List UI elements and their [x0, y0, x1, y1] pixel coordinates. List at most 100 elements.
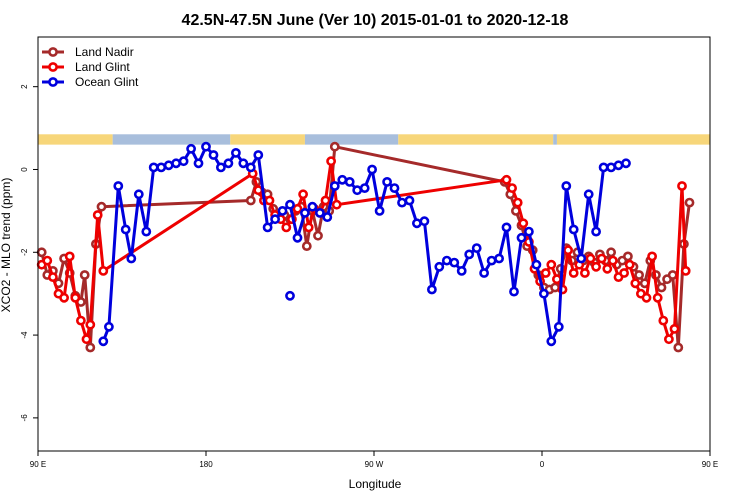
series-2-point-56	[516, 232, 527, 243]
series-2-point-49	[464, 249, 475, 260]
series-1-point-50	[624, 259, 635, 270]
series-1-point-49	[619, 268, 629, 278]
series-2-point-3	[120, 224, 131, 235]
series-2-point-54	[501, 222, 512, 233]
series-0-point-22	[301, 241, 312, 251]
series-0-point-11	[96, 201, 107, 212]
series-1-point-36	[546, 259, 557, 270]
series-2-point-43	[419, 216, 430, 227]
series-2-point-26	[292, 232, 303, 243]
series-2-point-46	[441, 255, 452, 266]
series-layer	[36, 141, 695, 353]
series-2-point-4	[126, 253, 137, 264]
series-1-point-26	[326, 156, 336, 167]
series-1-point-54	[647, 251, 657, 262]
series-1-point-58	[669, 323, 680, 334]
series-2-point-28	[307, 201, 318, 212]
series-2-point-6	[141, 226, 152, 237]
series-0-point-9	[85, 342, 96, 353]
series-2-point-33	[344, 176, 355, 187]
series-2-point-30	[322, 212, 333, 222]
series-2-point-29	[314, 207, 325, 218]
series-2-point-2	[113, 181, 124, 191]
strip-land-segment-0	[38, 134, 113, 145]
series-0-point-8	[79, 270, 90, 280]
series-2-point-22	[262, 222, 273, 233]
series-1-point-27	[331, 199, 342, 210]
series-0-point-52	[634, 270, 644, 280]
series-1-point-35	[540, 268, 551, 278]
series-2-point-17	[223, 158, 234, 169]
series-2-point-69	[613, 160, 624, 171]
x-axis-label: Longitude	[349, 477, 402, 491]
series-2-point-36	[367, 164, 377, 175]
series-2-point-16	[215, 162, 226, 173]
legend-swatch-marker-1	[48, 62, 58, 72]
series-2-point-40	[397, 197, 407, 208]
series-2-point-42	[411, 218, 422, 229]
series-0-point-0	[36, 247, 47, 258]
series-1-point-11	[98, 265, 109, 276]
series-0-point-50	[623, 251, 633, 262]
series-1-point-29	[507, 183, 517, 193]
series-1-point-1	[42, 255, 53, 266]
legend-entry-1: Land Glint	[42, 60, 130, 74]
series-2-point-25	[285, 199, 295, 210]
x-tick-label-1: 180	[199, 460, 213, 469]
series-2-point-0	[98, 336, 109, 347]
series-1-point-47	[608, 255, 618, 266]
series-0-point-56	[656, 282, 667, 293]
series-2-point-10	[171, 158, 181, 169]
series-1-point-20	[292, 203, 303, 214]
series-1-point-8	[81, 334, 92, 345]
y-tick-label-1: 0	[20, 167, 29, 172]
series-0	[36, 141, 695, 353]
series-2-point-51	[479, 268, 489, 278]
legend-swatch-marker-2	[48, 77, 58, 87]
series-2-point-7	[148, 162, 159, 173]
series-line-2	[101, 145, 627, 343]
series-1-point-15	[264, 195, 275, 206]
series-2-point-52	[486, 255, 497, 266]
series-1-point-13	[253, 185, 264, 196]
series-2-point-62	[561, 181, 572, 191]
series-2-point-31	[329, 181, 340, 191]
series-1-point-42	[580, 268, 590, 278]
series-2-point-70	[621, 158, 631, 169]
strip-ocean-segment-1	[112, 134, 231, 145]
series-1-point-59	[677, 181, 687, 191]
x-tick-label-3: 0	[540, 460, 545, 469]
series-1-point-9	[85, 319, 96, 330]
y-axis-label: XCO2 - MLO trend (ppm)	[0, 178, 13, 313]
series-1-point-37	[552, 274, 562, 285]
series-2-point-8	[156, 162, 167, 173]
y-axis: 2 0 -2 -4 -6	[20, 84, 38, 421]
series-1-point-39	[563, 245, 573, 256]
legend-label-2: Ocean Glint	[75, 75, 139, 89]
series-1-point-22	[303, 222, 314, 233]
series-2-point-23	[270, 214, 280, 225]
x-tick-label-0: 90 E	[30, 460, 46, 469]
series-1-point-57	[664, 334, 674, 345]
series-2-point-50	[471, 243, 482, 253]
series-2-point-65	[583, 189, 594, 200]
series-0-point-47	[606, 247, 616, 258]
series-2-point-64	[576, 253, 587, 264]
strip-ocean-segment-5	[553, 134, 557, 145]
series-2-point-66	[591, 226, 601, 237]
x-tick-label-4: 90 E	[702, 460, 718, 469]
series-2-point-24	[277, 205, 288, 216]
chart-title: 42.5N-47.5N June (Ver 10) 2015-01-01 to …	[182, 12, 569, 29]
series-1-point-60	[680, 265, 691, 276]
series-1-point-40	[568, 268, 579, 278]
series-0-point-58	[667, 270, 678, 280]
series-1-point-46	[602, 263, 613, 274]
plot-frame	[37, 36, 711, 452]
series-2-point-5	[133, 189, 144, 200]
legend-entry-2: Ocean Glint	[42, 75, 139, 89]
legend-swatch-marker-0	[48, 47, 58, 57]
series-2-point-59	[539, 288, 549, 299]
series-2-point-1	[104, 321, 114, 332]
strip-land-segment-2	[230, 134, 305, 145]
